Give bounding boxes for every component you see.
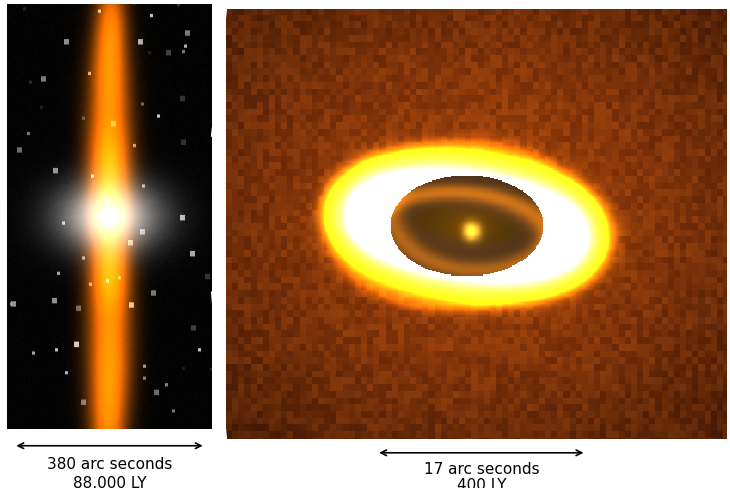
Text: 17 arc seconds: 17 arc seconds (423, 461, 539, 476)
Text: 380 arc seconds: 380 arc seconds (47, 456, 172, 471)
Text: 400 LY: 400 LY (456, 477, 506, 488)
Text: 88,000 LY: 88,000 LY (73, 475, 146, 488)
